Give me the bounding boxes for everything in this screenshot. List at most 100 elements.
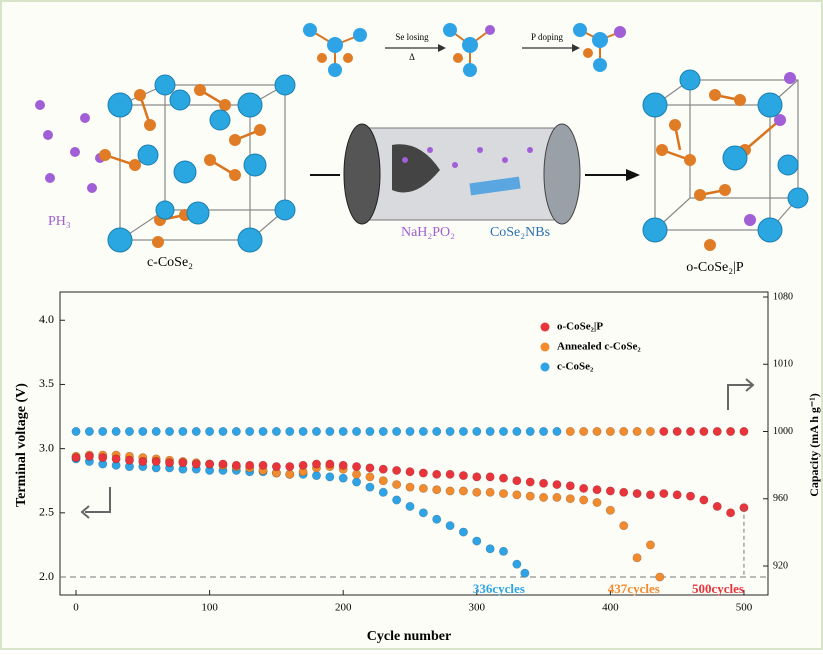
x-tick-label: 300 — [469, 602, 486, 614]
x-tick-label: 200 — [335, 602, 352, 614]
x-axis-title: Cycle number — [367, 629, 451, 644]
data-point — [660, 489, 668, 497]
crystal-label: o-CoSe₂|P — [686, 260, 744, 275]
data-point — [299, 461, 307, 469]
data-point — [245, 427, 253, 435]
figure: Se losing Δ P doping PH₃ c-CoSe₂ NaH₂PO₂… — [0, 0, 823, 650]
data-point — [165, 427, 173, 435]
annotation: 500cycles — [692, 581, 744, 596]
data-point — [72, 453, 80, 461]
data-point — [566, 495, 574, 503]
data-point — [486, 473, 494, 481]
data-point — [99, 427, 107, 435]
data-point — [99, 453, 107, 461]
data-point — [606, 427, 614, 435]
data-point — [433, 427, 441, 435]
data-point — [232, 461, 240, 469]
data-point — [352, 470, 360, 478]
data-point — [392, 496, 400, 504]
data-point — [633, 427, 641, 435]
data-point — [379, 427, 387, 435]
data-point — [299, 427, 307, 435]
data-point — [392, 480, 400, 488]
y-axis-title: Terminal voltage (V) — [14, 383, 29, 507]
data-point — [232, 427, 240, 435]
data-point — [312, 471, 320, 479]
data-point — [379, 488, 387, 496]
data-point — [165, 459, 173, 467]
data-point — [593, 498, 601, 506]
data-point — [366, 483, 374, 491]
nanobelt-label: CoSe₂NBs — [490, 225, 550, 240]
data-point — [352, 427, 360, 435]
data-point — [379, 465, 387, 473]
data-point — [579, 496, 587, 504]
data-point — [673, 427, 681, 435]
data-point — [473, 488, 481, 496]
data-point — [593, 486, 601, 494]
data-point — [139, 457, 147, 465]
data-point — [125, 456, 133, 464]
y-tick-label: 2.5 — [39, 505, 54, 519]
precursor-label: NaH₂PO₂ — [401, 225, 455, 240]
data-point — [286, 462, 294, 470]
data-point — [579, 427, 587, 435]
data-point — [433, 515, 441, 523]
data-point — [446, 427, 454, 435]
data-point — [646, 427, 654, 435]
data-point — [312, 460, 320, 468]
data-point — [521, 569, 529, 577]
data-point — [272, 427, 280, 435]
data-point — [700, 496, 708, 504]
data-point — [392, 427, 400, 435]
data-point — [633, 554, 641, 562]
data-point — [245, 461, 253, 469]
data-point — [112, 455, 120, 463]
data-point — [326, 473, 334, 481]
data-point — [539, 427, 547, 435]
data-point — [646, 491, 654, 499]
gas-label: PH₃ — [48, 214, 71, 229]
data-point — [139, 427, 147, 435]
data-point — [553, 480, 561, 488]
data-point — [513, 427, 521, 435]
legend-marker — [541, 363, 550, 372]
data-point — [486, 488, 494, 496]
y2-tick-label: 920 — [773, 560, 788, 571]
data-point — [566, 482, 574, 490]
data-point — [579, 484, 587, 492]
step-label: Se losing — [395, 32, 429, 42]
data-point — [419, 484, 427, 492]
data-point — [539, 479, 547, 487]
data-point — [686, 492, 694, 500]
data-point — [259, 427, 267, 435]
y2-tick-label: 1000 — [773, 426, 793, 437]
data-point — [700, 427, 708, 435]
x-tick-label: 500 — [736, 602, 753, 614]
data-point — [125, 427, 133, 435]
data-point — [713, 502, 721, 510]
data-point — [726, 427, 734, 435]
data-point — [513, 477, 521, 485]
data-point — [352, 478, 360, 486]
data-point — [312, 427, 320, 435]
y2-tick-label: 960 — [773, 493, 788, 504]
data-point — [526, 492, 534, 500]
data-point — [459, 471, 467, 479]
data-point — [473, 427, 481, 435]
data-point — [85, 427, 93, 435]
y2-tick-label: 1010 — [773, 359, 793, 370]
data-point — [286, 470, 294, 478]
data-point — [179, 459, 187, 467]
data-point — [192, 427, 200, 435]
data-point — [740, 427, 748, 435]
data-point — [85, 452, 93, 460]
x-tick-label: 400 — [602, 602, 619, 614]
data-point — [112, 427, 120, 435]
data-point — [633, 489, 641, 497]
data-point — [486, 545, 494, 553]
data-point — [219, 427, 227, 435]
data-point — [326, 460, 334, 468]
y-tick-label: 2.0 — [39, 569, 54, 583]
data-point — [379, 477, 387, 485]
